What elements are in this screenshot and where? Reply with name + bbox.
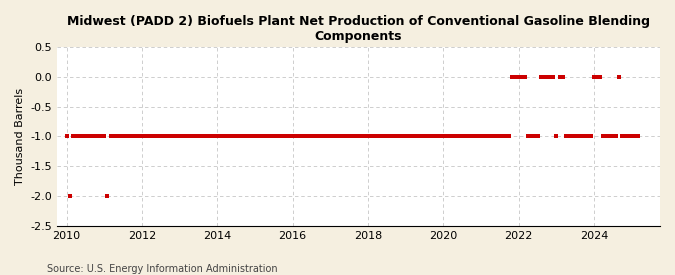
Text: Source: U.S. Energy Information Administration: Source: U.S. Energy Information Administ… [47, 264, 278, 274]
Y-axis label: Thousand Barrels: Thousand Barrels [15, 88, 25, 185]
Title: Midwest (PADD 2) Biofuels Plant Net Production of Conventional Gasoline Blending: Midwest (PADD 2) Biofuels Plant Net Prod… [67, 15, 650, 43]
